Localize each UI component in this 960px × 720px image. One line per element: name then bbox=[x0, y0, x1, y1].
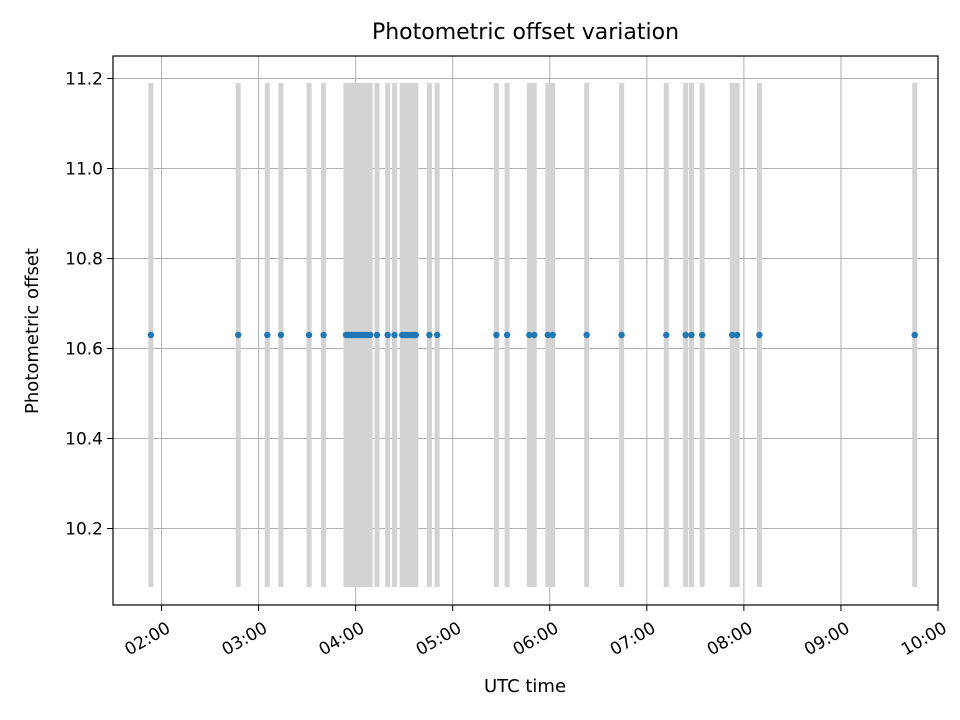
chart-title: Photometric offset variation bbox=[371, 20, 680, 45]
x-tick-label: 10:00 bbox=[898, 618, 950, 660]
x-tick-label: 04:00 bbox=[316, 618, 368, 660]
data-point bbox=[733, 331, 741, 339]
data-point bbox=[531, 331, 538, 339]
data-point bbox=[373, 331, 381, 339]
y-tick-label: 11.2 bbox=[65, 70, 103, 90]
data-point bbox=[147, 331, 155, 339]
data-point bbox=[618, 331, 625, 339]
data-point bbox=[663, 331, 670, 339]
x-tick-label: 08:00 bbox=[704, 618, 756, 660]
data-point bbox=[493, 331, 500, 339]
y-tick-label: 11.0 bbox=[65, 160, 103, 180]
y-axis-label: Photometric offset bbox=[22, 248, 43, 414]
data-point bbox=[729, 331, 736, 339]
x-tick-label: 07:00 bbox=[607, 618, 659, 660]
data-point bbox=[412, 331, 420, 339]
plot-frame bbox=[112, 55, 939, 606]
data-point bbox=[911, 331, 918, 339]
x-tick-label: 06:00 bbox=[510, 618, 562, 660]
data-point bbox=[305, 331, 313, 339]
data-point bbox=[320, 331, 327, 339]
data-point bbox=[503, 331, 511, 339]
data-point bbox=[682, 331, 689, 339]
data-point bbox=[264, 331, 271, 339]
data-point bbox=[235, 331, 242, 339]
data-point bbox=[583, 331, 590, 339]
data-point bbox=[698, 331, 706, 339]
x-tick-label: 09:00 bbox=[801, 618, 853, 660]
data-point bbox=[426, 331, 433, 339]
data-points bbox=[147, 331, 918, 339]
data-point bbox=[433, 331, 441, 339]
data-point bbox=[756, 331, 763, 339]
data-point bbox=[544, 331, 552, 339]
x-tick-label: 02:00 bbox=[122, 618, 174, 660]
data-point bbox=[384, 331, 391, 339]
x-tick-label: 03:00 bbox=[219, 618, 271, 660]
y-tick-label: 10.4 bbox=[65, 430, 103, 450]
y-tick-label: 10.6 bbox=[65, 340, 103, 360]
y-tick-label: 10.8 bbox=[65, 250, 103, 270]
data-point bbox=[526, 331, 533, 339]
y-tick-label: 10.2 bbox=[65, 520, 103, 540]
data-point bbox=[549, 331, 556, 339]
data-point bbox=[277, 331, 285, 339]
data-point bbox=[391, 331, 398, 339]
x-axis-label: UTC time bbox=[484, 676, 566, 697]
axis-ticks: 02:00 03:00 04:00 05:00 06:00 07:00 08:00 09:00… bbox=[65, 70, 950, 661]
data-point bbox=[688, 331, 695, 339]
x-tick-label: 05:00 bbox=[413, 618, 465, 660]
data-point bbox=[367, 331, 374, 339]
